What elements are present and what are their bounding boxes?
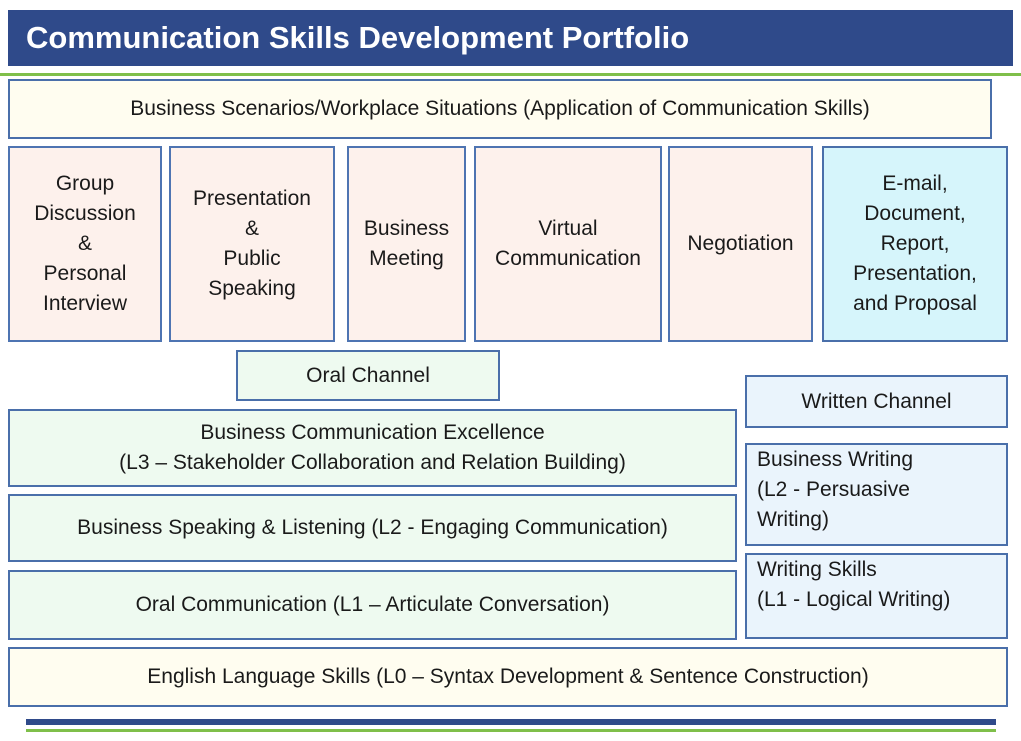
scenario-line: and Proposal	[853, 292, 977, 315]
scenario-virtual-communication: Virtual Communication	[474, 146, 662, 342]
scenario-presentation: Presentation & Public Speaking	[169, 146, 335, 342]
written-l1-line: Writing Skills	[757, 558, 877, 581]
scenario-line: Meeting	[369, 247, 444, 270]
scenario-line: &	[244, 217, 259, 240]
scenario-negotiation: Negotiation	[668, 146, 813, 342]
page-title: Communication Skills Development Portfol…	[26, 20, 690, 55]
scenario-group-discussion: Group Discussion & Personal Interview	[8, 146, 162, 342]
oral-l3-title: Business Communication Excellence	[200, 421, 545, 444]
scenario-line: &	[77, 232, 92, 255]
oral-l3-subtitle: (L3 – Stakeholder Collaboration and Rela…	[119, 451, 626, 474]
written-l1-line: (L1 - Logical Writing)	[757, 588, 951, 611]
scenario-line: Group	[55, 172, 115, 195]
written-l2-line: Business Writing	[757, 448, 914, 471]
scenario-written-docs: E-mail, Document, Report, Presentation, …	[822, 146, 1008, 342]
scenario-line: Communication	[495, 247, 641, 270]
scenario-line: Virtual	[538, 217, 598, 240]
scenario-line: Presentation	[193, 187, 311, 210]
written-level-l2: Business Writing (L2 - Persuasive Writin…	[745, 443, 1008, 546]
scenarios-header: Business Scenarios/Workplace Situations …	[8, 79, 992, 139]
written-l2-line: Writing)	[757, 508, 829, 531]
written-channel: Written Channel	[745, 375, 1008, 428]
scenario-line: Negotiation	[687, 232, 794, 255]
scenario-line: Personal	[43, 262, 127, 285]
scenario-line: Public	[223, 247, 281, 270]
scenario-line: Report,	[880, 232, 950, 255]
scenario-line: Document,	[864, 202, 966, 225]
scenario-line: Presentation,	[853, 262, 977, 285]
written-channel-label: Written Channel	[801, 389, 952, 413]
foundation-level-l0: English Language Skills (L0 – Syntax Dev…	[8, 647, 1008, 707]
oral-l1-label: Oral Communication (L1 – Articulate Conv…	[135, 593, 610, 616]
scenario-line: Discussion	[34, 202, 136, 225]
scenario-business-meeting: Business Meeting	[347, 146, 466, 342]
foundation-label: English Language Skills (L0 – Syntax Dev…	[147, 665, 869, 688]
title-bar: Communication Skills Development Portfol…	[8, 10, 1013, 66]
written-level-l1: Writing Skills (L1 - Logical Writing)	[745, 553, 1008, 639]
scenario-line: Business	[363, 217, 450, 240]
oral-level-l2: Business Speaking & Listening (L2 - Enga…	[8, 494, 737, 562]
scenario-line: E-mail,	[882, 172, 948, 195]
oral-channel-label: Oral Channel	[306, 363, 430, 387]
bottom-divider-green	[26, 729, 996, 732]
oral-l2-label: Business Speaking & Listening (L2 - Enga…	[77, 516, 668, 539]
oral-level-l3: Business Communication Excellence (L3 – …	[8, 409, 737, 487]
oral-level-l1: Oral Communication (L1 – Articulate Conv…	[8, 570, 737, 640]
scenario-line: Speaking	[208, 277, 296, 300]
scenario-line: Interview	[42, 292, 128, 315]
scenarios-header-text: Business Scenarios/Workplace Situations …	[130, 97, 870, 120]
top-divider	[0, 73, 1021, 76]
bottom-divider-blue	[26, 719, 996, 725]
oral-channel: Oral Channel	[236, 350, 500, 401]
written-l2-line: (L2 - Persuasive	[757, 478, 910, 501]
